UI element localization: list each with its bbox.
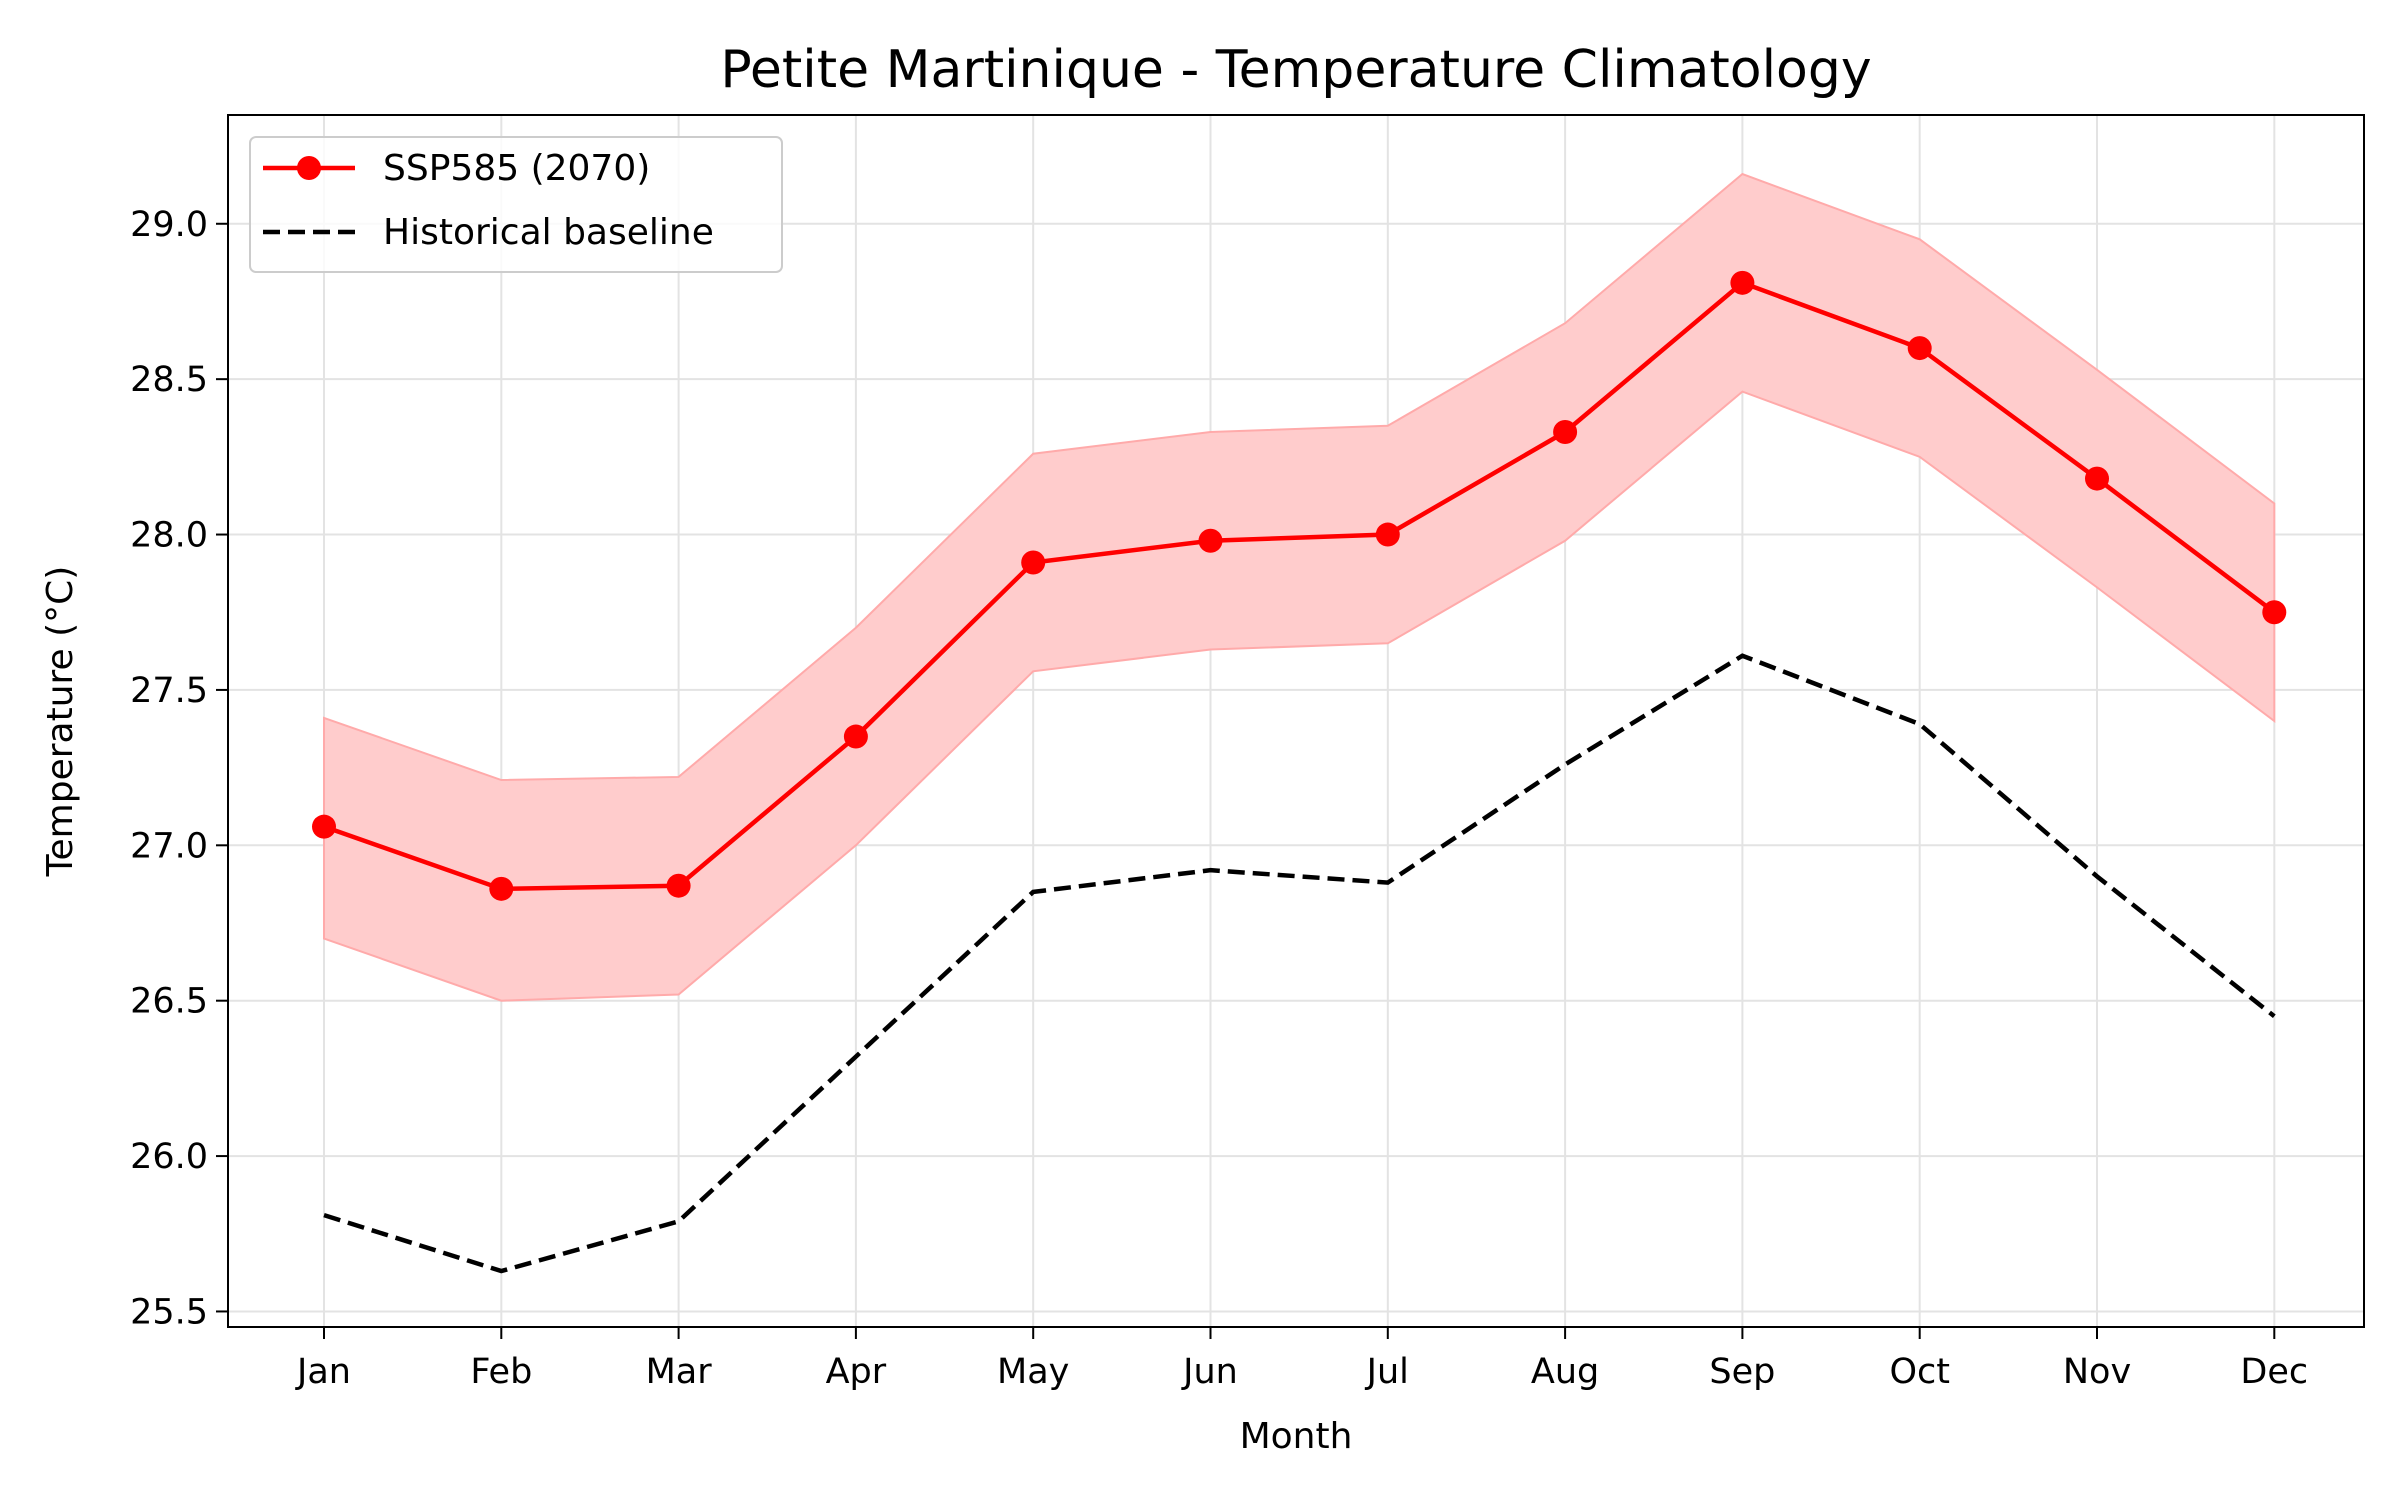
- ssp585-point: [843, 724, 868, 749]
- ssp585-point: [1375, 522, 1400, 547]
- ssp585-uncertainty-band: [323, 172, 2276, 1002]
- ssp585-line: [323, 280, 2276, 892]
- axis-ticks: Jan Feb Mar Apr May Jun Jul Aug Sep Oct Nov Dec 25.5…: [130, 205, 2308, 1392]
- historical-baseline-line: [323, 653, 2276, 1274]
- ssp585-point: [2262, 600, 2287, 625]
- x-tick-label: Jun: [1181, 1352, 1238, 1392]
- chart-title: Petite Martinique - Temperature Climatol…: [720, 40, 1871, 100]
- legend-historical-label: Historical baseline: [383, 212, 714, 253]
- uncertainty-band: [323, 172, 2276, 1002]
- x-tick-label: Sep: [1709, 1352, 1775, 1392]
- y-tick-label: 28.0: [130, 516, 208, 556]
- ssp585-point: [1553, 419, 1578, 444]
- ssp585-point: [1907, 336, 1932, 361]
- x-tick-label: Apr: [826, 1352, 887, 1392]
- x-tick-label: Aug: [1531, 1352, 1599, 1392]
- y-tick-label: 29.0: [130, 205, 208, 245]
- x-tick-label: May: [997, 1352, 1069, 1392]
- x-tick-label: Feb: [470, 1352, 532, 1392]
- y-tick-label: 25.5: [130, 1292, 208, 1332]
- ssp585-point: [312, 814, 336, 839]
- ssp585-point: [1730, 270, 1755, 295]
- ssp585-point: [1198, 528, 1223, 553]
- x-tick-label: Dec: [2240, 1352, 2308, 1392]
- ssp585-point: [489, 876, 514, 901]
- y-tick-label: 26.5: [130, 982, 208, 1022]
- legend: SSP585 (2070) Historical baseline: [249, 136, 783, 273]
- y-tick-label: 28.5: [130, 360, 208, 400]
- y-tick-label: 27.0: [130, 826, 208, 866]
- legend-box: [249, 136, 783, 273]
- x-axis-label: Month: [1240, 1416, 1353, 1457]
- ssp585-point: [1021, 550, 1046, 575]
- x-tick-label: Nov: [2063, 1352, 2131, 1392]
- legend-ssp585-label: SSP585 (2070): [383, 148, 650, 189]
- legend-ssp585-marker: [297, 156, 321, 180]
- series-lines: [312, 270, 2287, 1274]
- x-tick-label: Jan: [295, 1352, 351, 1392]
- x-tick-label: Mar: [646, 1352, 713, 1392]
- x-tick-label: Oct: [1889, 1352, 1950, 1392]
- plot-frame: [227, 114, 2365, 1328]
- y-tick-label: 26.0: [130, 1137, 208, 1177]
- y-axis-label: Temperature (°C): [40, 566, 81, 878]
- ssp585-point: [666, 873, 691, 898]
- x-tick-label: Jul: [1365, 1352, 1409, 1392]
- ssp585-point: [2085, 466, 2109, 491]
- y-tick-label: 27.5: [130, 671, 208, 711]
